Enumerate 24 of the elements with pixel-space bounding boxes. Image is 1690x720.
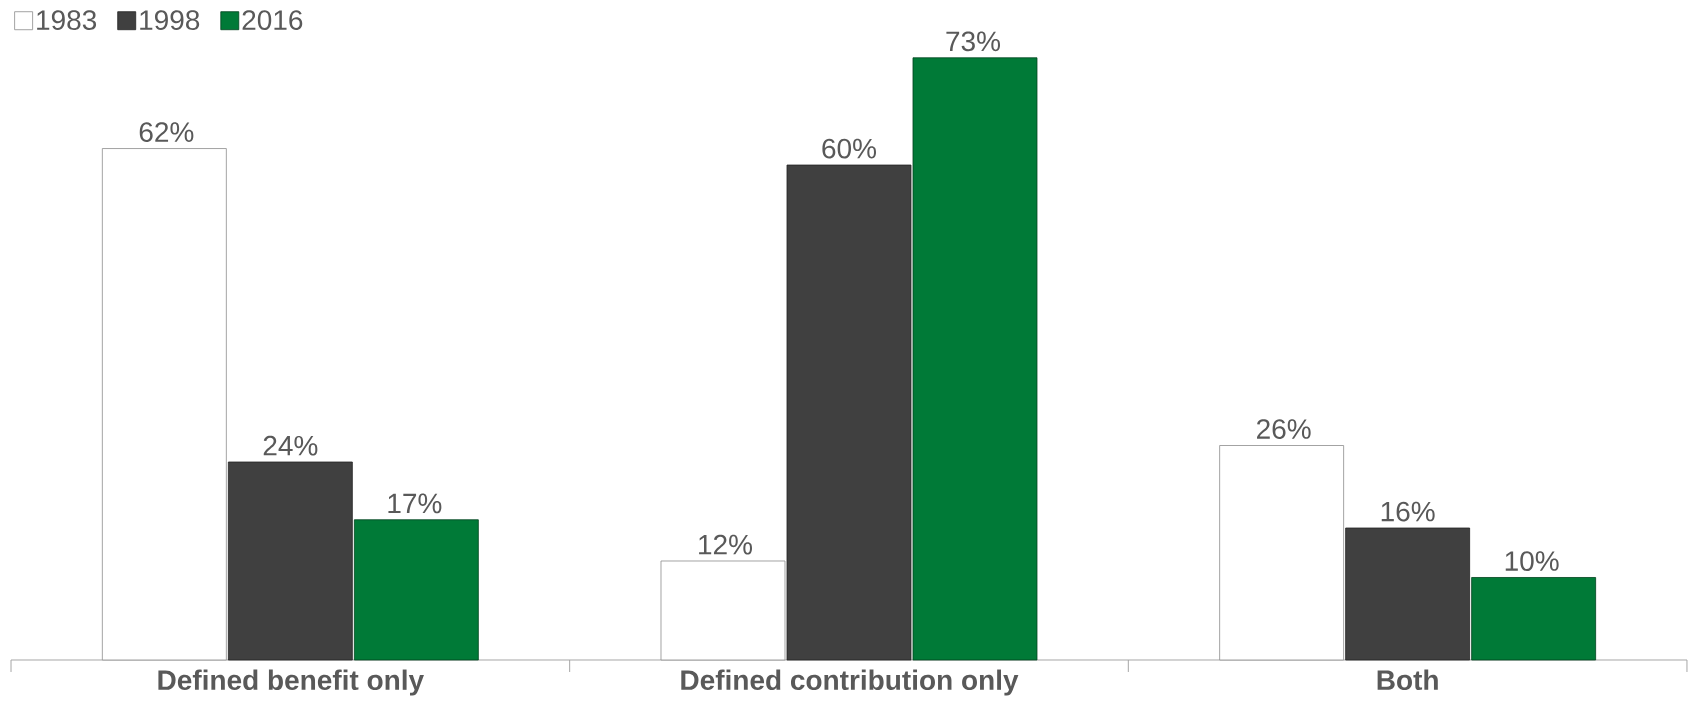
x-tick-label: Defined benefit only (158, 669, 424, 696)
legend-label: 1998 (140, 10, 200, 31)
x-tick-label: Defined contribution only (681, 669, 1019, 696)
data-label: 17% (388, 493, 442, 514)
bar (101, 148, 227, 661)
data-label: 24% (263, 435, 318, 456)
data-label: 16% (1381, 501, 1435, 522)
bar (912, 57, 1038, 661)
bar (353, 519, 479, 661)
legend-label: 1983 (37, 10, 97, 31)
bar (1345, 527, 1471, 661)
data-label: 10% (1505, 551, 1559, 571)
bar (227, 461, 353, 661)
x-tick-label: Both (1377, 669, 1438, 691)
bar (1471, 577, 1597, 661)
bar (786, 164, 912, 661)
bar (1219, 445, 1345, 661)
data-label: 62% (139, 122, 194, 142)
bar (660, 560, 786, 661)
data-label: 26% (1257, 419, 1311, 439)
data-label: 60% (822, 138, 877, 159)
data-label: 73% (946, 31, 1001, 52)
data-label: 12% (699, 534, 753, 555)
legend-label: 2016 (242, 10, 303, 31)
